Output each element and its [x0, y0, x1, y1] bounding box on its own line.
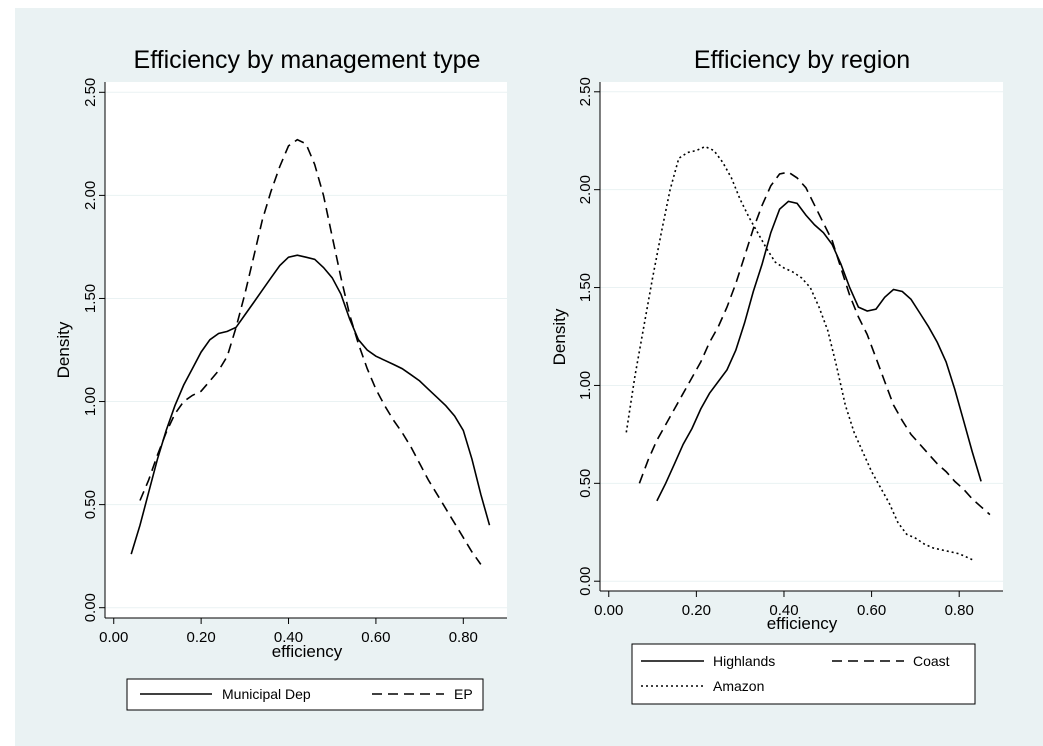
series-curves: [130, 138, 491, 565]
series-line-highlands: [656, 200, 982, 502]
axis-ticks: 0.00 0.50 1.00 1.50 2.00 2.50 0.00 0.20 0.40 0.60…: [82, 78, 478, 646]
x-tick-label: 0.20: [682, 602, 711, 619]
legend-label-coast: Coast: [913, 653, 950, 669]
series-line-ep: [139, 138, 482, 565]
x-tick-label: 0.20: [187, 629, 216, 646]
axis-ticks: 0.00 0.50 1.00 1.50 2.00 2.50 0.00 0.20 0.40 0.60…: [577, 77, 974, 619]
series-curves: [625, 145, 991, 561]
series-line-coast: [638, 171, 991, 516]
y-tick-label: 1.50: [577, 273, 594, 302]
series-line-municipal-dep: [130, 254, 491, 555]
y-tick-label: 0.50: [577, 469, 594, 498]
legend-box: [631, 643, 976, 705]
x-tick-label: 0.40: [274, 629, 303, 646]
x-tick-label: 0.60: [361, 629, 390, 646]
series-line-amazon: [625, 145, 973, 561]
chart-canvas: 0.00 0.50 1.00 1.50 2.00 2.50 0.00 0.20 0.40 0.60…: [54, 46, 1003, 711]
legend: Municipal Dep EP: [126, 678, 484, 711]
y-tick-label: 0.50: [82, 490, 99, 519]
x-tick-label: 0.80: [449, 629, 478, 646]
x-tick-label: 0.00: [99, 629, 128, 646]
legend-label-highlands: Highlands: [713, 653, 775, 669]
y-axis-label: Density: [550, 308, 569, 365]
x-tick-label: 0.00: [594, 602, 623, 619]
chart-panel-region: 0.00 0.50 1.00 1.50 2.00 2.50 0.00 0.20 0.40 0.60…: [550, 46, 1003, 705]
x-tick-label: 0.60: [857, 602, 886, 619]
y-tick-label: 0.00: [82, 593, 99, 622]
y-tick-label: 2.50: [82, 78, 99, 107]
legend: Highlands Coast Amazon: [631, 643, 976, 705]
y-tick-label: 0.00: [577, 567, 594, 596]
plot-area: [105, 82, 507, 618]
y-tick-label: 2.00: [577, 175, 594, 204]
y-tick-label: 2.50: [577, 77, 594, 106]
gridlines: [600, 91, 1003, 582]
plot-area: [600, 82, 1003, 591]
gridlines: [105, 91, 507, 609]
graph-background: 0.00 0.50 1.00 1.50 2.00 2.50 0.00 0.20 0.40 0.60…: [15, 8, 1043, 746]
y-tick-label: 2.00: [82, 181, 99, 210]
chart-title: Efficiency by management type: [134, 46, 481, 74]
x-tick-label: 0.40: [769, 602, 798, 619]
legend-label-amazon: Amazon: [713, 678, 764, 694]
x-axis-label: efficiency: [767, 614, 838, 633]
y-tick-label: 1.00: [82, 387, 99, 416]
x-axis-label: efficiency: [272, 642, 343, 661]
legend-label-municipal-dep: Municipal Dep: [222, 686, 311, 702]
legend-label-ep: EP: [454, 686, 473, 702]
chart-panel-management: 0.00 0.50 1.00 1.50 2.00 2.50 0.00 0.20 0.40 0.60…: [54, 46, 507, 711]
y-tick-label: 1.00: [577, 371, 594, 400]
y-tick-label: 1.50: [82, 284, 99, 313]
x-tick-label: 0.80: [945, 602, 974, 619]
chart-title: Efficiency by region: [694, 46, 910, 74]
y-axis-label: Density: [54, 321, 73, 378]
